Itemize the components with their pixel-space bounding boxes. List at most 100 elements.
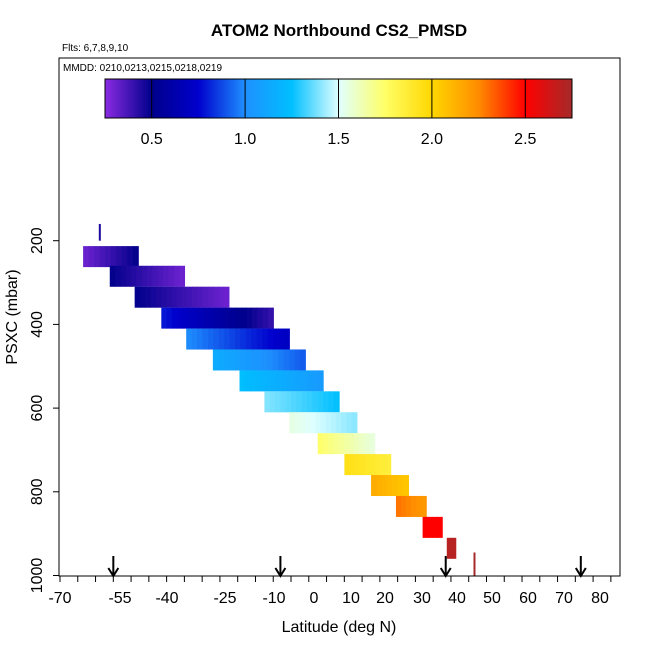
- data-cell: [166, 307, 173, 329]
- data-cell: [173, 265, 180, 287]
- data-cell: [105, 246, 112, 268]
- data-cell: [307, 370, 314, 392]
- down-arrow-icon: [574, 556, 587, 578]
- data-cell: [421, 495, 427, 517]
- band-row: [264, 391, 340, 413]
- data-cell: [275, 391, 282, 413]
- data-cell: [320, 412, 327, 434]
- data-cell: [230, 307, 237, 329]
- data-cell: [291, 370, 298, 392]
- x-tick-label: 10: [342, 590, 360, 607]
- data-cell: [245, 328, 252, 350]
- data-cell: [406, 495, 412, 517]
- data-cell: [288, 349, 296, 371]
- data-cell: [223, 286, 230, 308]
- data-cell: [207, 286, 214, 308]
- data-cell: [269, 391, 276, 413]
- data-cell: [213, 328, 220, 350]
- data-cell: [171, 307, 178, 329]
- data-cell: [278, 328, 285, 350]
- data-cell: [166, 286, 172, 308]
- band-row: [344, 454, 392, 476]
- data-cell: [186, 328, 193, 350]
- data-cell: [239, 370, 246, 392]
- data-cell: [115, 265, 122, 287]
- data-cell: [264, 391, 271, 413]
- data-cell: [359, 433, 365, 455]
- data-cell: [240, 349, 247, 371]
- data-cell: [157, 265, 164, 287]
- data-cell: [283, 328, 290, 350]
- data-cell: [328, 433, 334, 455]
- band-row: [83, 246, 139, 268]
- y-axis: 200 400 600 800 1000: [29, 227, 59, 593]
- data-cell: [257, 307, 264, 329]
- data-cell: [395, 495, 402, 517]
- data-cell: [218, 286, 225, 308]
- data-cell: [376, 475, 383, 497]
- data-cell: [400, 495, 407, 517]
- x-tick-label: -25: [213, 590, 236, 607]
- data-cell: [262, 307, 269, 329]
- x-axis: -70 -55 -40 -25 -10 0 10 20 30 40 50 60 70 80: [48, 576, 612, 607]
- data-cell: [411, 495, 417, 517]
- x-tick-label: -70: [48, 590, 71, 607]
- data-cell: [186, 286, 193, 308]
- data-cell: [134, 286, 141, 308]
- data-cell: [224, 328, 231, 350]
- data-cell: [182, 307, 189, 329]
- data-cell: [141, 265, 148, 287]
- data-cell: [354, 454, 361, 476]
- data-cell: [131, 265, 138, 287]
- data-cell: [155, 286, 162, 308]
- data-cell: [256, 349, 263, 371]
- data-cell: [168, 265, 175, 287]
- data-cell: [375, 454, 381, 476]
- data-cell: [163, 265, 170, 287]
- data-cell: [202, 286, 209, 308]
- data-cell: [341, 412, 348, 434]
- x-tick-label: 80: [591, 590, 609, 607]
- data-cell: [397, 475, 404, 497]
- data-cell: [280, 391, 287, 413]
- data-cell: [202, 328, 209, 350]
- data-cell: [285, 391, 292, 413]
- data-cell: [160, 286, 167, 308]
- data-cell: [387, 475, 393, 497]
- x-tick-label: -10: [262, 590, 285, 607]
- data-cell: [212, 349, 219, 371]
- y-tick-label: 800: [29, 478, 46, 505]
- band-row: [446, 537, 457, 559]
- data-cell: [364, 433, 371, 455]
- data-cell: [262, 328, 269, 350]
- band-row: [289, 412, 358, 434]
- band-row: [161, 307, 274, 329]
- data-cell: [359, 454, 366, 476]
- data-cell: [267, 328, 274, 350]
- down-arrow-icon: [439, 556, 452, 578]
- data-cell: [250, 349, 257, 371]
- chart-title: ATOM2 Northbound CS2_PMSD: [211, 21, 467, 40]
- data-cell: [432, 516, 438, 538]
- data-cell: [328, 391, 335, 413]
- x-tick-label: -40: [155, 590, 178, 607]
- data-cell: [246, 307, 253, 329]
- data-cell: [353, 433, 360, 455]
- data-cell: [381, 475, 388, 497]
- data-cell: [225, 307, 232, 329]
- data-cell: [120, 265, 127, 287]
- data-cell: [197, 328, 204, 350]
- x-tick-label: 20: [376, 590, 394, 607]
- data-cell: [267, 307, 274, 329]
- data-cell: [116, 246, 123, 268]
- y-axis-label: PSXC (mbar): [4, 269, 21, 364]
- x-tick-label: 30: [413, 590, 431, 607]
- data-cell: [127, 246, 134, 268]
- data-cell: [218, 328, 225, 350]
- data-cell: [191, 328, 198, 350]
- data-cell: [187, 307, 194, 329]
- band-row: [212, 349, 306, 371]
- data-cell: [139, 286, 146, 308]
- data-cell: [223, 349, 230, 371]
